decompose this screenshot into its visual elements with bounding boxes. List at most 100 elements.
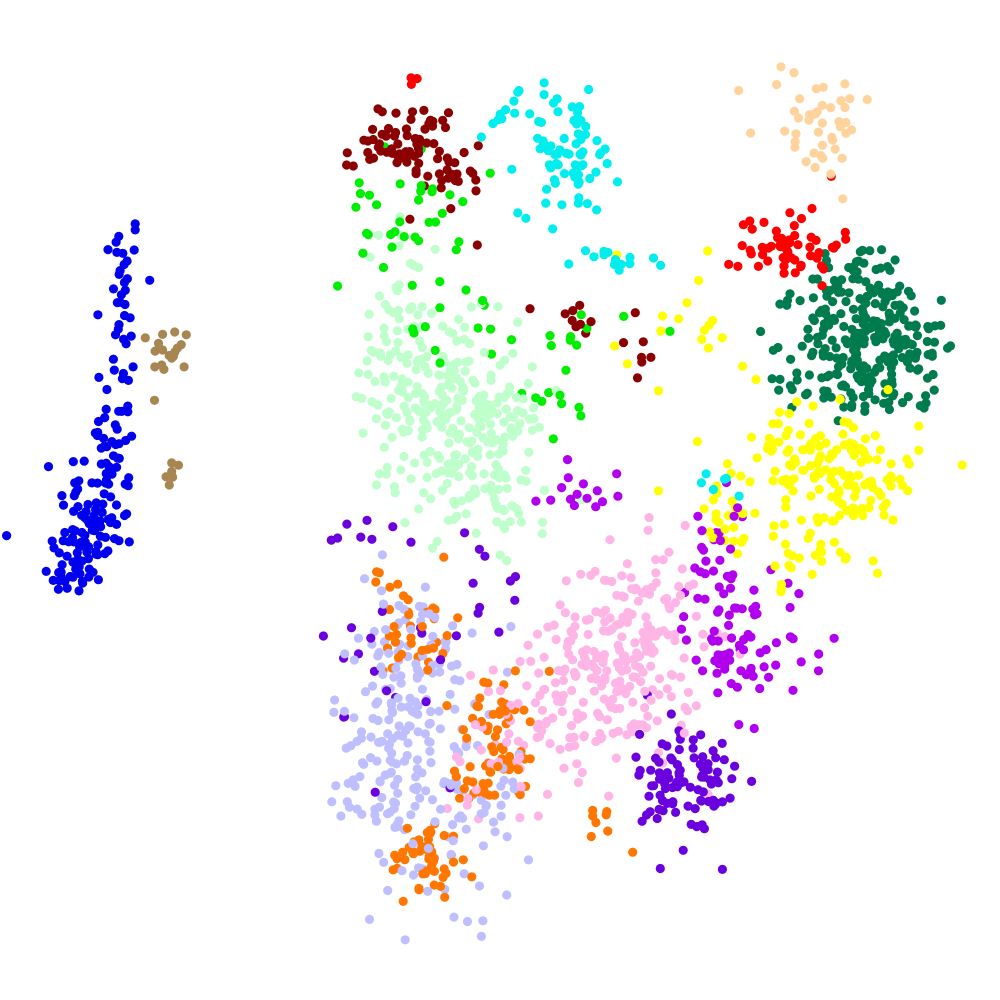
scatter-point: [703, 343, 714, 353]
scatter-point: [865, 372, 875, 382]
scatter-point: [476, 931, 486, 942]
scatter-point: [410, 458, 420, 468]
scatter-point: [770, 561, 780, 571]
scatter-point: [536, 117, 547, 127]
scatter-point: [373, 230, 384, 240]
scatter-point: [478, 841, 488, 851]
scatter-point: [149, 395, 160, 405]
scatter-point: [57, 560, 67, 570]
scatter-point: [399, 401, 409, 411]
scatter-point: [801, 157, 811, 167]
scatter-point: [788, 634, 798, 644]
scatter-point: [618, 612, 628, 622]
scatter-point: [732, 682, 743, 692]
scatter-point: [494, 627, 504, 637]
scatter-point: [860, 406, 870, 416]
scatter-point: [771, 226, 782, 236]
scatter-point: [103, 546, 113, 556]
scatter-point: [751, 374, 761, 385]
scatter-point: [468, 578, 478, 588]
scatter-point: [91, 549, 101, 559]
scatter-point: [551, 634, 561, 645]
scatter-point: [927, 351, 937, 361]
scatter-point: [725, 544, 736, 554]
scatter-point: [487, 742, 497, 752]
scatter-point: [809, 148, 819, 158]
scatter-point: [450, 704, 460, 714]
scatter-point: [471, 528, 481, 538]
scatter-point: [412, 764, 422, 774]
scatter-point: [150, 362, 160, 372]
scatter-point: [379, 323, 389, 333]
scatter-point: [474, 881, 485, 891]
scatter-point: [790, 230, 800, 241]
scatter-point: [473, 323, 483, 333]
scatter-point: [505, 382, 515, 392]
scatter-point: [570, 741, 580, 751]
scatter-point: [506, 335, 517, 345]
scatter-point: [57, 575, 67, 585]
scatter-point: [710, 797, 721, 808]
scatter-point: [510, 572, 521, 582]
scatter-point: [811, 235, 821, 245]
scatter-point: [781, 502, 791, 512]
scatter-point: [424, 119, 434, 129]
scatter-point: [786, 253, 796, 263]
scatter-point: [114, 231, 124, 241]
scatter-point: [521, 476, 531, 486]
scatter-point: [813, 339, 823, 349]
scatter-point: [421, 697, 431, 707]
scatter-point: [651, 555, 661, 565]
scatter-point: [411, 772, 421, 782]
scatter-point: [464, 493, 474, 503]
scatter-point: [381, 469, 391, 479]
scatter-point: [74, 476, 84, 486]
scatter-point: [812, 274, 823, 284]
scatter-point: [473, 451, 483, 461]
scatter-point: [817, 330, 827, 340]
scatter-point: [792, 397, 802, 407]
scatter-point: [542, 184, 552, 194]
scatter-point: [454, 314, 464, 324]
scatter-point: [423, 665, 433, 675]
scatter-point: [522, 681, 532, 691]
scatter-point: [768, 476, 778, 486]
scatter-point: [721, 473, 731, 483]
scatter-point: [411, 135, 422, 145]
scatter-point: [417, 432, 427, 442]
scatter-point: [377, 792, 387, 803]
scatter-point: [378, 262, 389, 273]
scatter-point: [355, 772, 365, 782]
scatter-point: [712, 767, 723, 777]
scatter-point: [532, 629, 543, 639]
scatter-point: [814, 649, 824, 659]
scatter-point: [415, 793, 425, 803]
scatter-point: [540, 684, 550, 694]
scatter-point: [384, 305, 394, 315]
scatter-point: [515, 419, 525, 429]
scatter-point: [576, 310, 586, 320]
scatter-point: [353, 633, 363, 643]
scatter-point: [806, 491, 816, 501]
scatter-point: [719, 589, 729, 599]
scatter-point: [521, 465, 531, 475]
scatter-point: [750, 610, 760, 620]
scatter-point: [419, 105, 429, 115]
scatter-point: [825, 285, 835, 296]
scatter-point: [533, 811, 543, 821]
scatter-point: [906, 291, 916, 301]
scatter-point: [429, 866, 439, 877]
scatter-point: [629, 719, 639, 729]
scatter-point: [684, 581, 694, 591]
scatter-point: [523, 378, 533, 389]
scatter-point: [822, 386, 832, 396]
scatter-point: [402, 823, 412, 833]
scatter-point: [572, 489, 582, 499]
scatter-point: [486, 324, 496, 334]
scatter-point: [957, 460, 967, 470]
scatter-point: [514, 85, 524, 96]
scatter-point: [844, 262, 854, 273]
scatter-point: [628, 697, 638, 707]
scatter-point: [527, 362, 537, 372]
scatter-point: [422, 866, 432, 876]
